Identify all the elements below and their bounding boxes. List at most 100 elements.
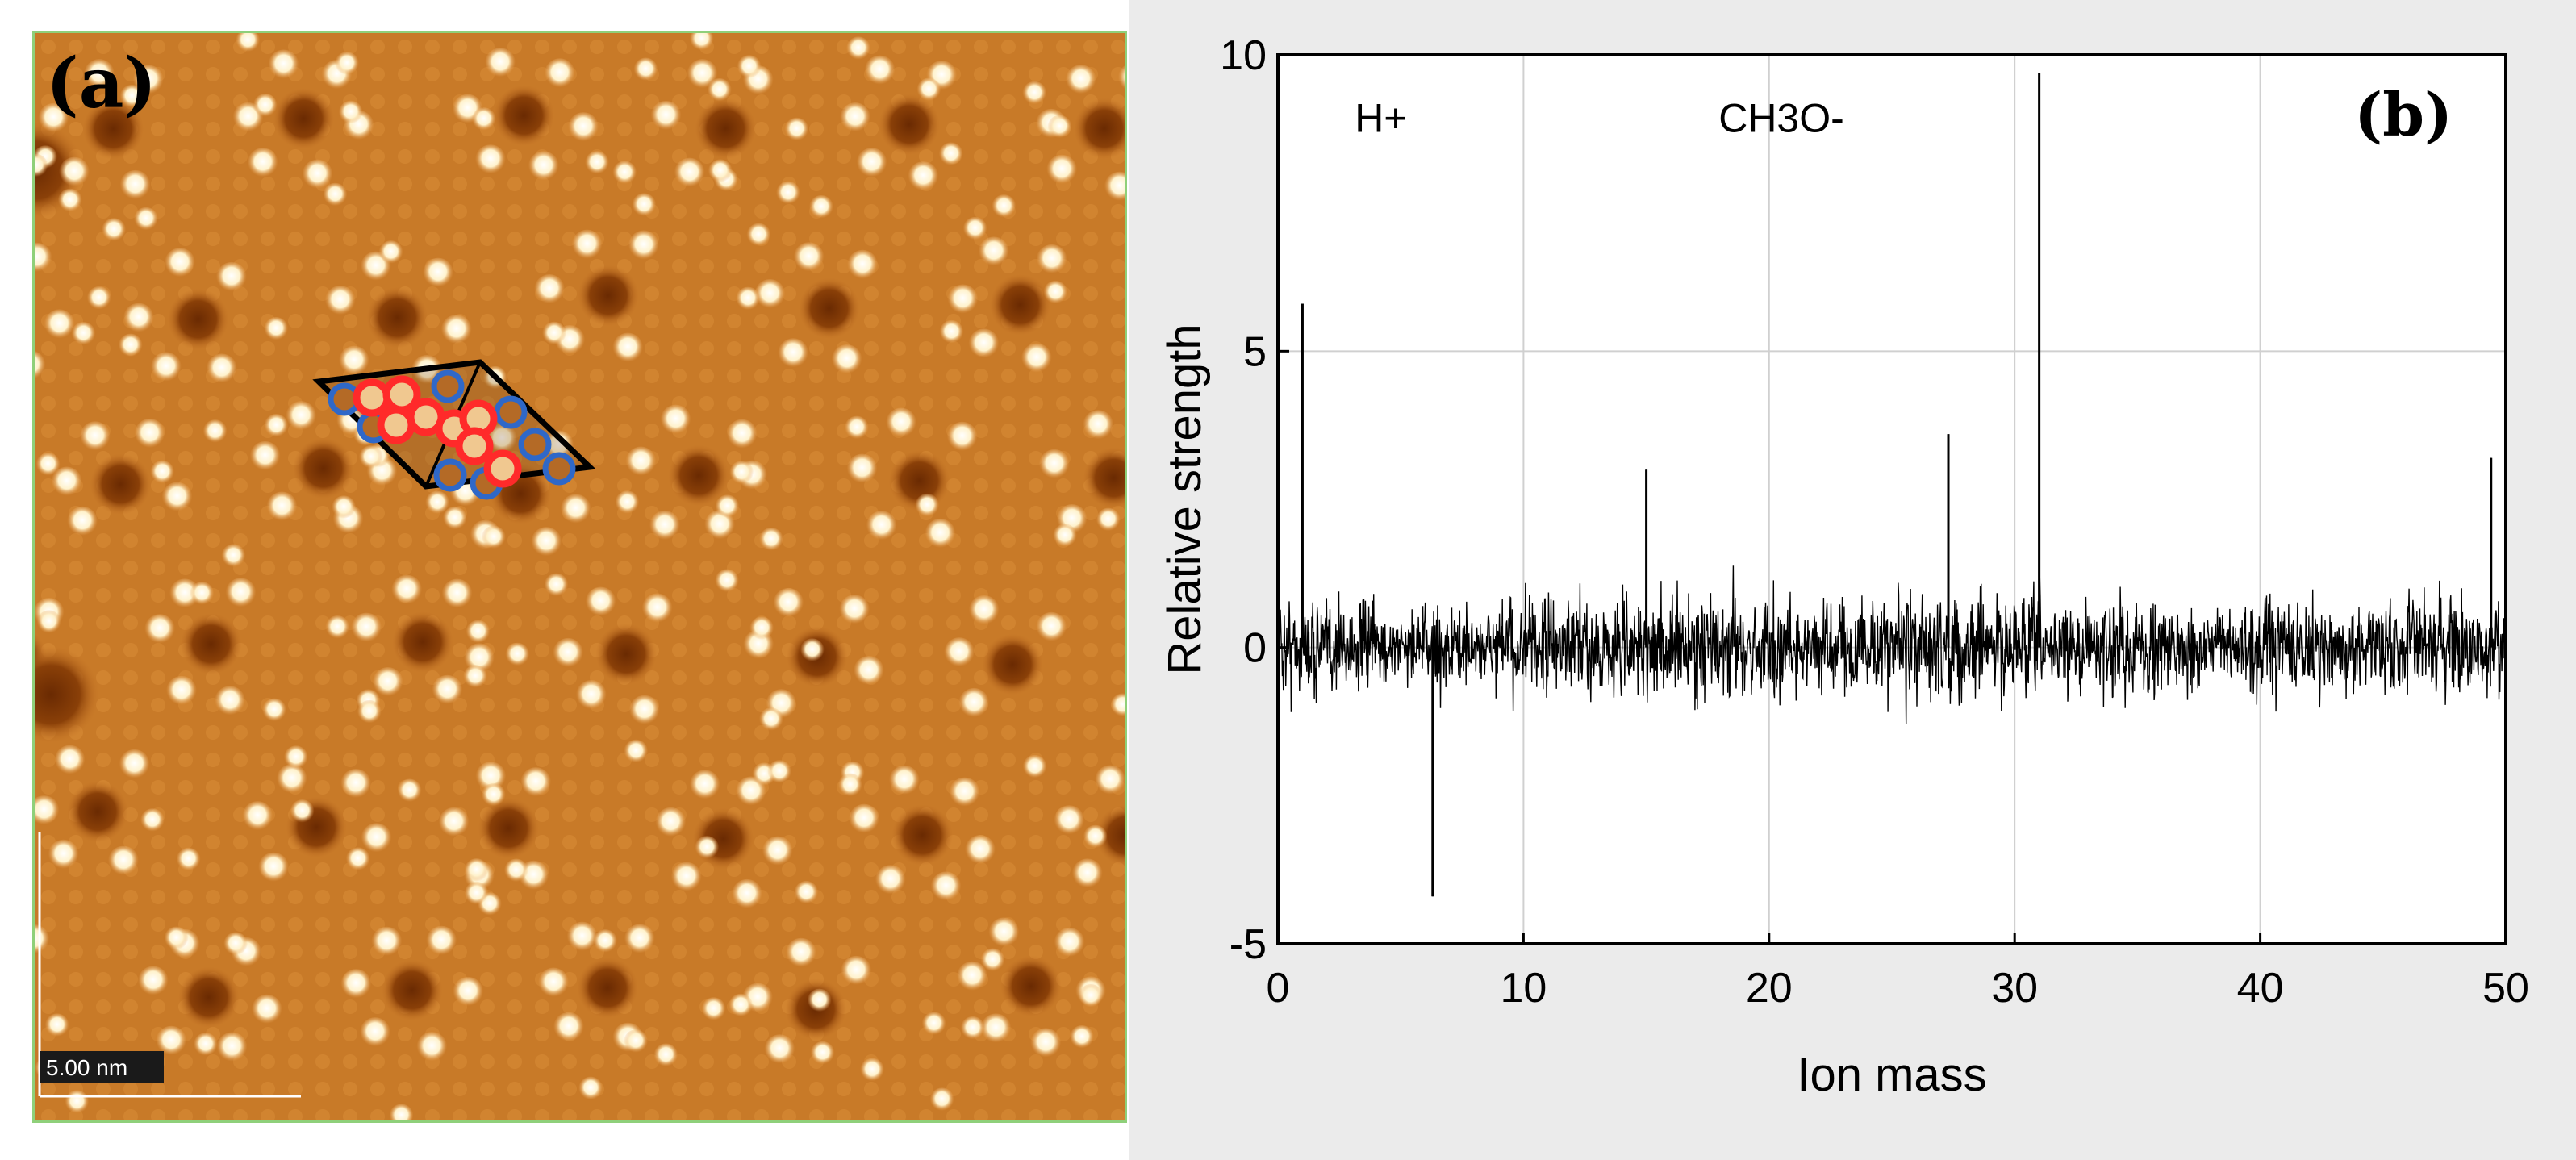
bright-atom bbox=[968, 328, 1000, 360]
bright-atom bbox=[35, 795, 60, 827]
bright-atom bbox=[359, 1017, 390, 1049]
bright-atom bbox=[794, 880, 819, 905]
x-axis-label: Ion mass bbox=[1797, 1049, 1986, 1101]
bright-atom bbox=[84, 59, 115, 90]
dark-pit bbox=[595, 623, 658, 685]
bright-atom bbox=[737, 55, 762, 80]
dark-pit bbox=[478, 797, 540, 859]
bright-atom bbox=[715, 494, 740, 519]
signal-line bbox=[1277, 72, 2507, 897]
dark-pit bbox=[989, 273, 1051, 336]
bright-atom bbox=[764, 1034, 795, 1066]
bright-atom bbox=[615, 490, 640, 515]
bright-atom bbox=[302, 159, 333, 190]
blue-site-marker bbox=[433, 458, 467, 492]
bright-atom bbox=[214, 686, 245, 717]
bright-atom bbox=[853, 656, 884, 687]
bright-atom bbox=[808, 194, 833, 219]
bright-atom bbox=[35, 242, 52, 273]
bright-atom bbox=[161, 482, 193, 513]
bright-atom bbox=[653, 1043, 678, 1068]
dark-pit bbox=[891, 804, 954, 866]
bright-atom bbox=[1036, 244, 1067, 275]
bright-atom bbox=[992, 194, 1017, 219]
bright-atom bbox=[358, 445, 383, 470]
blue-site-marker bbox=[518, 428, 552, 461]
bright-atom bbox=[731, 878, 762, 910]
bright-atom bbox=[335, 52, 360, 77]
bright-atom bbox=[190, 582, 215, 607]
bright-atom bbox=[464, 858, 489, 883]
dark-pit bbox=[981, 633, 1043, 695]
bright-atom bbox=[875, 865, 906, 896]
bright-atom bbox=[534, 274, 566, 306]
dark-pit bbox=[82, 98, 144, 160]
bright-atom bbox=[585, 151, 610, 176]
bright-atom bbox=[481, 782, 506, 807]
bright-atom bbox=[440, 315, 472, 346]
bright-atom bbox=[137, 966, 169, 997]
red-site-marker bbox=[455, 427, 494, 465]
bright-atom bbox=[571, 229, 603, 261]
bright-atom bbox=[79, 421, 111, 453]
bright-atom bbox=[165, 675, 197, 707]
bright-atom bbox=[323, 182, 348, 207]
bright-atom bbox=[831, 344, 862, 376]
bright-atom bbox=[119, 169, 151, 201]
bright-atom bbox=[86, 286, 111, 311]
bright-atom bbox=[520, 767, 552, 799]
dark-pit bbox=[177, 966, 240, 1029]
bright-atom bbox=[746, 223, 771, 248]
bright-atom bbox=[964, 835, 996, 866]
bright-atom bbox=[544, 58, 575, 90]
bright-atom bbox=[929, 1087, 954, 1112]
bright-atom bbox=[466, 620, 491, 645]
bright-atom bbox=[960, 1016, 985, 1041]
bright-atom bbox=[1117, 65, 1125, 91]
bright-atom bbox=[338, 345, 369, 377]
bright-atom bbox=[968, 595, 1000, 626]
bright-atom bbox=[216, 1032, 248, 1063]
bright-atom bbox=[633, 57, 658, 82]
bright-atom bbox=[758, 528, 783, 553]
y-tick-label: -5 bbox=[1230, 921, 1267, 968]
x-tick-label: 20 bbox=[1746, 965, 1793, 1012]
bright-atom bbox=[325, 615, 350, 641]
bright-atom bbox=[345, 847, 370, 872]
dark-pit bbox=[1083, 447, 1125, 509]
blue-site-marker bbox=[494, 395, 528, 429]
bright-atom bbox=[785, 937, 816, 969]
bright-atom bbox=[655, 807, 687, 838]
bright-atom bbox=[946, 421, 978, 453]
bright-atom bbox=[980, 1013, 1012, 1045]
bright-atom bbox=[528, 151, 559, 182]
bright-atom bbox=[176, 847, 201, 872]
plot-area bbox=[1278, 55, 2506, 944]
bright-atom bbox=[202, 419, 228, 444]
bright-atom bbox=[65, 1090, 90, 1115]
bright-atom bbox=[123, 303, 154, 334]
bright-atom bbox=[378, 240, 403, 265]
bright-atom bbox=[674, 157, 705, 189]
bright-atom bbox=[425, 490, 450, 515]
dark-pit bbox=[879, 94, 941, 156]
bright-atom bbox=[708, 159, 733, 184]
dark-pit bbox=[292, 437, 354, 499]
bright-atom bbox=[729, 993, 754, 1018]
bright-atom bbox=[156, 1025, 187, 1057]
bright-atom bbox=[258, 852, 290, 883]
dark-pit bbox=[695, 98, 757, 160]
dark-pit bbox=[888, 449, 950, 511]
bright-atom bbox=[44, 1013, 69, 1038]
annotation-label: H+ bbox=[1355, 96, 1407, 141]
plot-frame bbox=[1276, 53, 2507, 945]
scale-bar-label: 5.00 nm bbox=[46, 1055, 127, 1080]
bright-atom bbox=[1083, 410, 1114, 441]
bright-atom bbox=[695, 836, 720, 861]
bright-atom bbox=[839, 102, 870, 134]
chart-annotations: H+ CH3O- bbox=[1355, 96, 1844, 141]
bright-atom bbox=[119, 749, 150, 780]
x-tick-label: 0 bbox=[1267, 965, 1290, 1012]
bright-atom bbox=[102, 218, 127, 243]
bright-atom bbox=[947, 284, 979, 315]
